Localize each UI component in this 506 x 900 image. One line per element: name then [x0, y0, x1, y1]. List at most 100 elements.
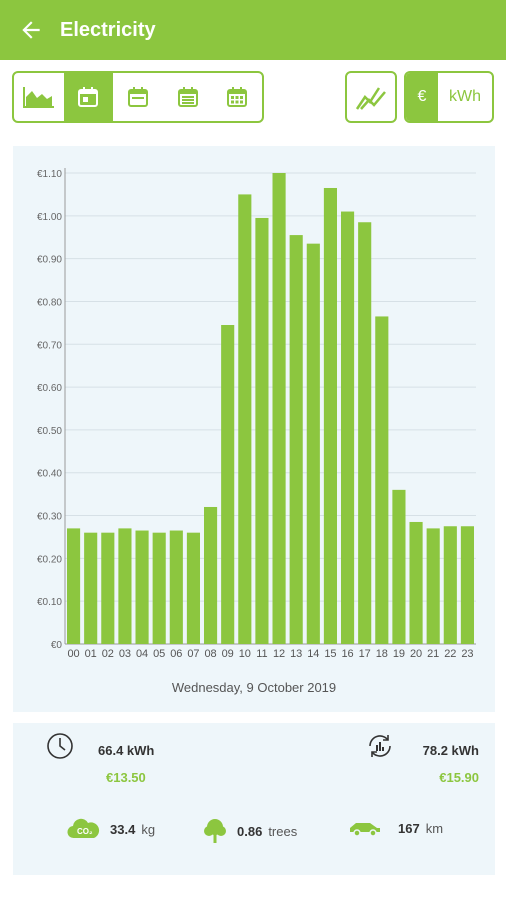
x-tick-label: 12: [273, 648, 285, 660]
x-tick-label: 20: [410, 648, 422, 660]
bar-hour-09[interactable]: [221, 325, 235, 644]
comparison-cost: €15.90: [439, 770, 479, 785]
x-tick-label: 01: [85, 648, 97, 660]
bar-hour-03[interactable]: [118, 528, 132, 644]
bar-hour-18[interactable]: [375, 316, 389, 644]
y-tick-label: €0.20: [37, 554, 62, 565]
x-tick-label: 19: [393, 648, 405, 660]
today-stat: 66.4 kWh €13.50: [98, 743, 154, 785]
calendar-year-icon: [227, 87, 248, 107]
x-tick-label: 17: [359, 648, 371, 660]
bar-hour-12[interactable]: [272, 173, 286, 644]
x-tick-label: 02: [102, 648, 114, 660]
bar-hour-13[interactable]: [289, 235, 303, 644]
summary-panel: 66.4 kWh €13.50 78.2 kWh €15.90 CO₂ 33.4…: [13, 723, 495, 875]
x-tick-label: 10: [239, 648, 251, 660]
x-tick-label: 06: [170, 648, 182, 660]
co2-unit: kg: [141, 821, 156, 837]
bar-hour-07[interactable]: [186, 532, 200, 644]
svg-text:CO₂: CO₂: [77, 827, 93, 836]
bar-hour-05[interactable]: [152, 532, 166, 644]
period-selector: [12, 71, 264, 123]
x-tick-label: 22: [444, 648, 456, 660]
clock-icon: [47, 733, 73, 759]
bar-hour-17[interactable]: [358, 222, 372, 644]
x-tick-label: 09: [222, 648, 234, 660]
x-tick-label: 18: [376, 648, 388, 660]
bar-hour-00[interactable]: [67, 528, 81, 644]
y-tick-label: €0.30: [37, 512, 62, 523]
y-tick-label: €1.00: [37, 212, 62, 223]
bar-hour-20[interactable]: [409, 521, 423, 644]
area-chart-icon: [22, 87, 54, 108]
today-kwh: 66.4 kWh: [98, 743, 155, 758]
day-view-button[interactable]: [63, 73, 114, 121]
x-tick-label: 15: [324, 648, 336, 660]
bar-chart: €0 €0.10 €0.20 €0.30 €0.40 €0.50 €0.60 €0.70 €0.…: [37, 168, 476, 660]
comparison-stat: 78.2 kWh €15.90: [423, 743, 479, 785]
co2-cloud-icon: CO₂: [67, 818, 100, 839]
x-tick-label: 07: [187, 648, 199, 660]
tree-icon: [204, 819, 226, 843]
bar-hour-01[interactable]: [84, 532, 98, 644]
unit-toggle: € kWh: [404, 71, 494, 123]
calendar-day-icon: [78, 87, 99, 107]
bar-hour-23[interactable]: [460, 526, 474, 644]
y-tick-label: €0.40: [37, 469, 62, 480]
hourly-cost-chart: €0 €0.10 €0.20 €0.30 €0.40 €0.50 €0.60 €0.70 €0.…: [13, 146, 495, 712]
trend-line-icon: [355, 87, 386, 110]
calendar-month-icon: [177, 87, 198, 107]
x-tick-label: 14: [307, 648, 319, 660]
y-tick-label: €0.60: [37, 383, 62, 394]
x-tick-label: 03: [119, 648, 131, 660]
bar-hour-16[interactable]: [341, 211, 355, 644]
bar-hour-15[interactable]: [323, 187, 337, 644]
bar-hour-02[interactable]: [101, 532, 115, 644]
distance-equivalent: 167 km: [348, 818, 443, 838]
kwh-toggle[interactable]: kWh: [449, 88, 481, 105]
trend-button[interactable]: [345, 71, 397, 123]
y-tick-label: €0.70: [37, 340, 62, 351]
y-tick-label: €0.90: [37, 255, 62, 266]
bar-hour-08[interactable]: [204, 506, 218, 644]
x-tick-label: 16: [341, 648, 353, 660]
distance-value: 167: [398, 820, 420, 836]
calendar-week-icon: [127, 87, 148, 107]
page-title: Electricity: [60, 18, 156, 41]
x-tick-label: 05: [153, 648, 165, 660]
x-tick-label: 08: [204, 648, 216, 660]
x-tick-label: 04: [136, 648, 148, 660]
bar-hour-06[interactable]: [169, 530, 183, 644]
x-tick-label: 00: [67, 648, 79, 660]
bar-hour-22[interactable]: [443, 526, 457, 644]
arrow-left-icon[interactable]: [18, 17, 44, 43]
bar-hour-04[interactable]: [135, 530, 149, 644]
bar-hour-14[interactable]: [306, 243, 320, 644]
meter-cycle-icon: [369, 735, 391, 757]
app-bar: Electricity: [0, 0, 506, 60]
bar-hour-21[interactable]: [426, 528, 440, 644]
y-tick-label: €0.10: [37, 597, 62, 608]
x-tick-label: 23: [461, 648, 473, 660]
trees-equivalent: 0.86 trees: [203, 818, 297, 844]
y-tick-label: €1.10: [37, 169, 62, 180]
area-chart-button[interactable]: [14, 73, 64, 121]
x-tick-label: 11: [256, 648, 267, 660]
today-cost: €13.50: [106, 770, 146, 785]
bar-hour-11[interactable]: [255, 217, 269, 644]
chart-date-label: Wednesday, 9 October 2019: [171, 680, 337, 695]
y-tick-label: €0: [51, 640, 63, 651]
trees-value: 0.86: [237, 823, 263, 839]
y-tick-label: €0.50: [37, 426, 62, 437]
trees-unit: trees: [268, 823, 298, 839]
co2-value: 33.4: [110, 821, 136, 837]
week-view-button[interactable]: [113, 73, 163, 121]
euro-toggle[interactable]: €: [406, 73, 438, 121]
bar-hour-19[interactable]: [392, 489, 406, 644]
x-tick-label: 13: [290, 648, 302, 660]
y-tick-label: €0.80: [37, 297, 62, 308]
co2-equivalent: CO₂ 33.4 kg: [66, 818, 155, 840]
year-view-button[interactable]: [212, 73, 262, 121]
month-view-button[interactable]: [163, 73, 213, 121]
bar-hour-10[interactable]: [238, 194, 252, 644]
